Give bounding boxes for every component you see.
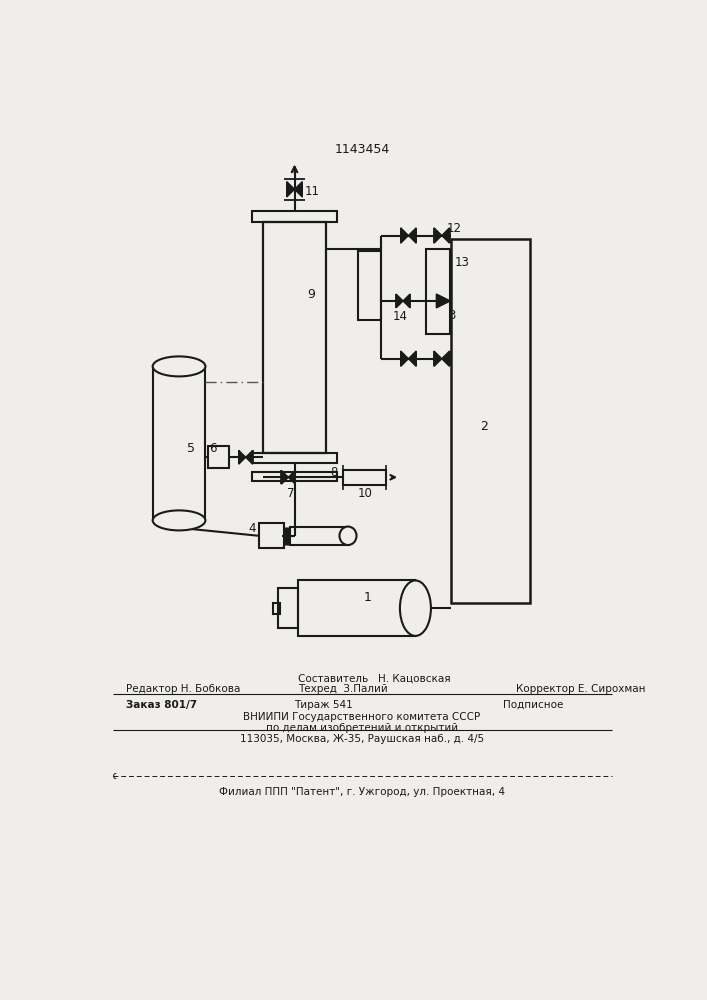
Polygon shape (403, 294, 410, 308)
Bar (259, 523, 284, 548)
Polygon shape (288, 470, 296, 484)
Text: Заказ 801/7: Заказ 801/7 (126, 700, 197, 710)
Text: 6: 6 (209, 442, 217, 455)
Text: Корректор Е. Сирохман: Корректор Е. Сирохман (516, 684, 645, 694)
Polygon shape (436, 294, 450, 308)
Text: Техред  З.Палий: Техред З.Палий (298, 684, 387, 694)
Polygon shape (434, 351, 442, 366)
Ellipse shape (153, 510, 206, 530)
Text: Тираж 541: Тираж 541 (293, 700, 353, 710)
Text: 9: 9 (308, 288, 315, 301)
Ellipse shape (400, 580, 431, 636)
Bar (252, 472, 337, 481)
Bar (358, 251, 381, 320)
Text: 8: 8 (330, 466, 337, 480)
Bar (451, 239, 530, 603)
Bar (290, 527, 348, 545)
Polygon shape (442, 228, 450, 243)
Polygon shape (287, 182, 295, 197)
Bar (263, 222, 327, 453)
Polygon shape (281, 470, 288, 484)
Text: 14: 14 (392, 310, 407, 323)
Bar (298, 580, 416, 636)
Text: 1143454: 1143454 (334, 143, 390, 156)
Text: 5: 5 (187, 442, 195, 455)
Text: 4: 4 (248, 522, 255, 535)
Ellipse shape (153, 356, 206, 376)
Bar (208, 446, 230, 468)
Text: Составитель   Н. Кацовская: Составитель Н. Кацовская (298, 674, 450, 684)
Text: Филиал ППП "Патент", г. Ужгород, ул. Проектная, 4: Филиал ППП "Патент", г. Ужгород, ул. Про… (219, 787, 505, 797)
Text: 10: 10 (357, 487, 372, 500)
Polygon shape (401, 228, 409, 243)
Polygon shape (401, 351, 409, 366)
Polygon shape (409, 351, 416, 366)
Polygon shape (246, 450, 252, 464)
Text: 1: 1 (363, 591, 371, 604)
Polygon shape (434, 228, 442, 243)
Polygon shape (239, 450, 246, 464)
Text: 2: 2 (480, 420, 488, 433)
Text: 11: 11 (305, 185, 320, 198)
Text: по делам изобретений и открытий: по делам изобретений и открытий (266, 723, 458, 733)
Text: Редактор Н. Бобкова: Редактор Н. Бобкова (126, 684, 240, 694)
Bar (153, 366, 206, 520)
Bar (279, 588, 298, 628)
Bar (252, 453, 337, 463)
Polygon shape (409, 228, 416, 243)
Bar (252, 211, 337, 222)
Bar (344, 470, 386, 485)
Text: 7: 7 (287, 487, 294, 500)
Polygon shape (442, 351, 450, 366)
Text: 12: 12 (446, 222, 462, 235)
Text: 13: 13 (454, 256, 469, 269)
Ellipse shape (339, 527, 356, 545)
Text: ВНИИПИ Государственного комитета СССР: ВНИИПИ Государственного комитета СССР (243, 712, 481, 722)
Text: 3: 3 (448, 309, 455, 322)
Text: Подписное: Подписное (503, 700, 563, 710)
Polygon shape (295, 182, 303, 197)
Text: 113035, Москва, Ж-35, Раушская наб., д. 4/5: 113035, Москва, Ж-35, Раушская наб., д. … (240, 734, 484, 744)
Bar (426, 249, 450, 334)
Bar (273, 603, 280, 614)
Polygon shape (396, 294, 403, 308)
